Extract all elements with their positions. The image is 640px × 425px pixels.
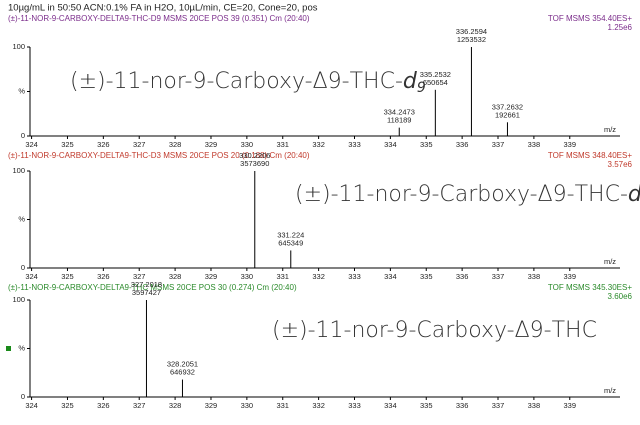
y-tick-label: % bbox=[18, 343, 25, 352]
x-tick-label: 326 bbox=[97, 272, 110, 281]
x-tick-label: 330 bbox=[241, 140, 254, 149]
scan-description: (±)-11-NOR-9-CARBOXY-DELTA9-THC MSMS 20C… bbox=[8, 283, 297, 292]
peak-mz-label: 334.2473 bbox=[384, 108, 415, 117]
peak-mz-label: 328.2051 bbox=[167, 360, 198, 369]
x-tick-label: 327 bbox=[133, 140, 146, 149]
y-tick-label: 100 bbox=[12, 166, 25, 175]
peak-mz-label: 337.2632 bbox=[492, 102, 523, 111]
peak-intensity-label: 3597427 bbox=[132, 288, 161, 297]
scan-function: TOF MSMS 345.30ES+ bbox=[548, 283, 632, 292]
y-tick-label: 100 bbox=[12, 42, 25, 51]
x-tick-label: 326 bbox=[97, 140, 110, 149]
x-tick-label: 331 bbox=[276, 140, 289, 149]
compound-label-part: (±)-11-nor-9-Carboxy-Δ9-THC- bbox=[295, 182, 628, 207]
compound-label-part: 9 bbox=[417, 80, 426, 96]
scan-function: TOF MSMS 354.40ES+ bbox=[548, 14, 632, 23]
scan-description: (±)-11-NOR-9-CARBOXY-DELTA9-THC-D9 MSMS … bbox=[8, 14, 310, 23]
compound-label-part: d bbox=[628, 182, 640, 207]
x-tick-label: 331 bbox=[276, 401, 289, 410]
chart-title: 10µg/mL in 50:50 ACN:0.1% FA in H2O, 10µ… bbox=[8, 3, 318, 14]
x-tick-label: 333 bbox=[348, 401, 361, 410]
x-axis-label: m/z bbox=[604, 386, 616, 395]
peak-intensity-label: 650654 bbox=[423, 78, 448, 87]
x-tick-label: 329 bbox=[205, 272, 218, 281]
x-tick-label: 334 bbox=[384, 272, 397, 281]
x-tick-label: 339 bbox=[564, 140, 577, 149]
x-tick-label: 333 bbox=[348, 140, 361, 149]
x-tick-label: 329 bbox=[205, 140, 218, 149]
compound-label-part: (±)-11-nor-9-Carboxy-Δ9-THC- bbox=[70, 69, 403, 94]
x-tick-label: 335 bbox=[420, 140, 433, 149]
scan-function: TOF MSMS 348.40ES+ bbox=[548, 151, 632, 160]
x-tick-label: 332 bbox=[312, 140, 325, 149]
x-tick-label: 331 bbox=[276, 272, 289, 281]
x-tick-label: 328 bbox=[169, 140, 182, 149]
x-tick-label: 325 bbox=[61, 140, 74, 149]
x-tick-label: 339 bbox=[564, 272, 577, 281]
y-tick-label: % bbox=[18, 214, 25, 223]
x-tick-label: 338 bbox=[528, 401, 541, 410]
x-tick-label: 336 bbox=[456, 140, 469, 149]
compound-label: (±)-11-nor-9-Carboxy-Δ9-THC-d3 bbox=[295, 182, 640, 209]
x-tick-label: 330 bbox=[241, 272, 254, 281]
x-tick-label: 327 bbox=[133, 272, 146, 281]
x-tick-label: 327 bbox=[133, 401, 146, 410]
x-tick-label: 325 bbox=[61, 401, 74, 410]
marker-square bbox=[6, 346, 11, 351]
x-tick-label: 324 bbox=[25, 272, 38, 281]
y-tick-label: 100 bbox=[12, 295, 25, 304]
compound-label: (±)-11-nor-9-Carboxy-Δ9-THC bbox=[272, 318, 597, 343]
y-tick-label: % bbox=[18, 86, 25, 95]
y-tick-label: 0 bbox=[21, 263, 25, 272]
x-tick-label: 326 bbox=[97, 401, 110, 410]
peak-intensity-label: 645349 bbox=[278, 238, 303, 247]
y-tick-label: 0 bbox=[21, 392, 25, 401]
peak-intensity-label: 192661 bbox=[495, 110, 520, 119]
x-tick-label: 338 bbox=[528, 140, 541, 149]
scan-description: (±)-11-NOR-9-CARBOXY-DELTA9-THC-D3 MSMS … bbox=[8, 151, 310, 160]
peak-mz-label: 330.2206 bbox=[239, 151, 270, 160]
x-tick-label: 335 bbox=[420, 272, 433, 281]
x-tick-label: 325 bbox=[61, 272, 74, 281]
x-tick-label: 337 bbox=[492, 140, 505, 149]
x-tick-label: 335 bbox=[420, 401, 433, 410]
peak-intensity-label: 1253532 bbox=[457, 35, 486, 44]
x-tick-label: 338 bbox=[528, 272, 541, 281]
x-tick-label: 332 bbox=[312, 401, 325, 410]
peak-mz-label: 336.2594 bbox=[456, 27, 487, 36]
x-axis-label: m/z bbox=[604, 257, 616, 266]
compound-label: (±)-11-nor-9-Carboxy-Δ9-THC-d9 bbox=[70, 69, 426, 96]
x-tick-label: 334 bbox=[384, 401, 397, 410]
x-tick-label: 336 bbox=[456, 401, 469, 410]
x-tick-label: 330 bbox=[241, 401, 254, 410]
x-tick-label: 324 bbox=[25, 140, 38, 149]
x-tick-label: 329 bbox=[205, 401, 218, 410]
x-tick-label: 337 bbox=[492, 401, 505, 410]
x-tick-label: 328 bbox=[169, 401, 182, 410]
x-tick-label: 328 bbox=[169, 272, 182, 281]
max-intensity: 3.60e6 bbox=[608, 292, 633, 301]
max-intensity: 3.57e6 bbox=[608, 160, 633, 169]
peak-mz-label: 327.2018 bbox=[131, 280, 162, 289]
x-tick-label: 324 bbox=[25, 401, 38, 410]
x-tick-label: 339 bbox=[564, 401, 577, 410]
x-tick-label: 337 bbox=[492, 272, 505, 281]
peak-mz-label: 331.224 bbox=[277, 230, 304, 239]
compound-label-part: d bbox=[403, 69, 418, 94]
peak-intensity-label: 118189 bbox=[387, 116, 411, 125]
max-intensity: 1.25e6 bbox=[608, 23, 633, 32]
x-tick-label: 333 bbox=[348, 272, 361, 281]
peak-intensity-label: 3573690 bbox=[240, 159, 269, 168]
x-axis-label: m/z bbox=[604, 125, 616, 134]
x-tick-label: 332 bbox=[312, 272, 325, 281]
compound-label-part: (±)-11-nor-9-Carboxy-Δ9-THC bbox=[272, 318, 597, 343]
y-tick-label: 0 bbox=[21, 131, 25, 140]
peak-intensity-label: 646932 bbox=[170, 368, 195, 377]
x-tick-label: 336 bbox=[456, 272, 469, 281]
peak-mz-label: 335.2532 bbox=[420, 70, 451, 79]
x-tick-label: 334 bbox=[384, 140, 397, 149]
